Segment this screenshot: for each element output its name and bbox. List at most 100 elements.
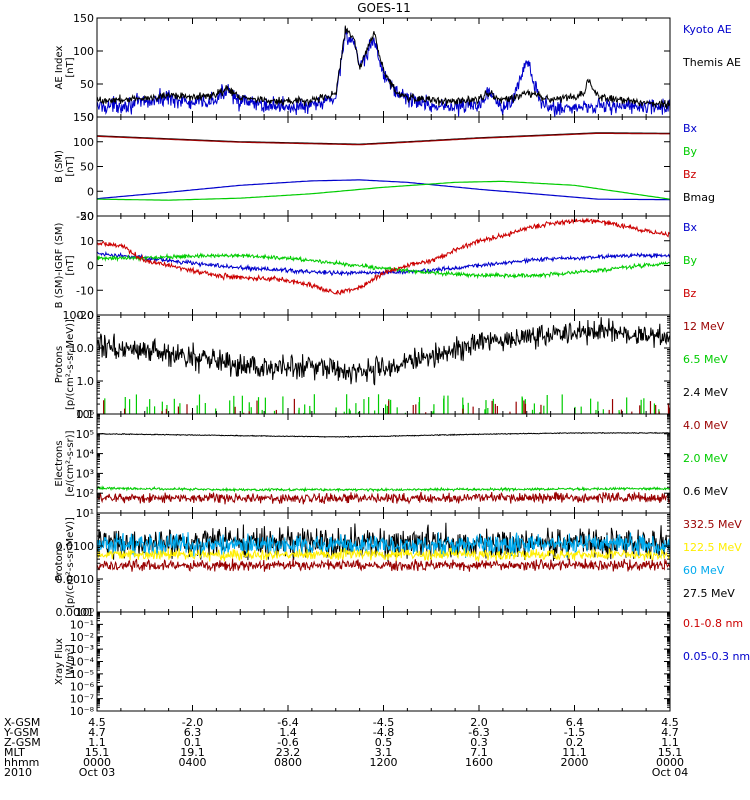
ephemeris-value: Oct 04 — [652, 766, 689, 779]
y-axis-label: [p/(cm²-s-sr-MeV)] — [65, 319, 76, 410]
series-bdiff-by — [97, 252, 670, 280]
y-tick-label: 1.0 — [77, 375, 95, 388]
legend-label: Bz — [683, 287, 697, 300]
panel-protons_low: 0.1 1.0 10.0 100.0 Protons [p/(cm²-s-sr-MeV)]… — [54, 309, 728, 421]
legend-label: Bmag — [683, 191, 715, 204]
panel-bdiff: -20 -10 0 10 20 B (SM)-IGRF (SM) [nT] Bx By Bz — [54, 210, 698, 322]
ephemeris-value: 23.2 — [276, 746, 301, 759]
series-b-bz — [97, 132, 670, 146]
y-tick-label: 10² — [76, 487, 94, 500]
legend-label: 2.0 MeV — [683, 452, 728, 465]
ephemeris-row-label: Y-GSM — [3, 726, 39, 739]
y-tick-label: 10¹ — [76, 507, 94, 520]
legend-label: 122.5 MeV — [683, 541, 742, 554]
ephemeris-value: -4.5 — [373, 716, 394, 729]
ephemeris-value: -6.4 — [277, 716, 298, 729]
ephemeris-value: 4.7 — [661, 726, 679, 739]
y-tick-label: 10.0 — [70, 342, 95, 355]
y-tick-label: -10 — [76, 284, 94, 297]
legend-label: Bz — [683, 168, 697, 181]
ephemeris-value: 7.1 — [470, 746, 488, 759]
y-axis-label: [nT] — [65, 156, 76, 176]
ephemeris-row-label: X-GSM — [4, 716, 40, 729]
y-tick-label: 10⁵ — [76, 428, 94, 441]
series-bdiff-bx — [97, 250, 670, 277]
legend-label: 12 MeV — [683, 320, 725, 333]
ephemeris-value: 15.1 — [85, 746, 110, 759]
y-tick-label: 10⁻⁷ — [70, 693, 94, 706]
y-axis-label: [nT] — [65, 255, 76, 275]
y-tick-label: 10⁻⁶ — [70, 680, 95, 693]
y-tick-label: 10⁶ — [76, 408, 95, 421]
y-tick-label: -50 — [76, 210, 94, 223]
y-tick-label: 10⁴ — [76, 448, 95, 461]
y-tick-label: 50 — [80, 78, 94, 91]
y-tick-label: 20 — [80, 210, 94, 223]
y-axis-label: [W/m²] — [65, 644, 76, 679]
ephemeris-value: -2.0 — [182, 716, 203, 729]
y-tick-label: 10⁻⁸ — [70, 705, 95, 718]
y-axis-label: Protons — [54, 346, 65, 383]
ephemeris-value: 1.1 — [661, 736, 679, 749]
series-protons_high-332-5-mev — [97, 558, 670, 572]
ephemeris-value: -6.3 — [468, 726, 489, 739]
panel-b: -50 0 50 100 150 B (SM) [nT] Bx By Bz Bmag — [54, 111, 715, 223]
ephemeris-value: 1.4 — [279, 726, 297, 739]
ephemeris-value: 1200 — [370, 756, 398, 769]
ephemeris-value: 3.1 — [375, 746, 393, 759]
ephemeris-row-label: hhmm — [4, 756, 39, 769]
series-protons_low-12-mev — [103, 398, 670, 414]
y-tick-label: 0 — [87, 111, 94, 124]
ephemeris-value: 15.1 — [658, 746, 683, 759]
plot-area-b — [97, 132, 670, 201]
legend-label: Bx — [683, 221, 698, 234]
series-b-bmag — [97, 132, 670, 145]
ephemeris-value: 0.1 — [184, 736, 202, 749]
y-tick-label: -20 — [76, 309, 94, 322]
y-tick-label: 0 — [87, 260, 94, 273]
y-axis-label: Electrons — [54, 440, 65, 486]
y-tick-label: 0.0010 — [56, 573, 95, 586]
y-tick-label: 10⁰ — [76, 606, 95, 619]
legend-label: 60 MeV — [683, 564, 725, 577]
legend-label: 6.5 MeV — [683, 353, 728, 366]
ephemeris-value: 2.0 — [470, 716, 488, 729]
ephemeris-value: 0000 — [656, 756, 684, 769]
plot-area-ae — [97, 25, 670, 117]
legend-label: By — [683, 254, 698, 267]
panel-frame — [96, 611, 671, 712]
ephemeris-value: -4.8 — [373, 726, 394, 739]
ephemeris-value: 0.3 — [470, 736, 488, 749]
y-axis-label: B (SM) — [54, 150, 65, 183]
ephemeris-value: 6.3 — [184, 726, 202, 739]
legend-label: By — [683, 145, 698, 158]
series-electrons-4-0-mev — [97, 491, 670, 505]
legend-label: 2.4 MeV — [683, 386, 728, 399]
legend-label: 0.05-0.3 nm — [683, 650, 750, 663]
ephemeris-value: 19.1 — [180, 746, 205, 759]
ephemeris-value: 1.1 — [88, 736, 106, 749]
y-tick-label: 100.0 — [63, 309, 95, 322]
ephemeris-value: 4.5 — [88, 716, 106, 729]
series-electrons-2-0-mev — [97, 485, 670, 493]
legend-label: 27.5 MeV — [683, 587, 735, 600]
y-tick-label: 0 — [87, 185, 94, 198]
ephemeris-row-label: MLT — [4, 746, 25, 759]
y-tick-label: 0.1 — [77, 408, 95, 421]
legend-label: 4.0 MeV — [683, 419, 728, 432]
legend-label: 332.5 MeV — [683, 518, 742, 531]
y-tick-label: 0.0001 — [56, 606, 95, 619]
ephemeris-value: Oct 03 — [79, 766, 116, 779]
y-axis-label: Xray Flux — [54, 638, 65, 685]
ephemeris-value: 4.7 — [88, 726, 106, 739]
y-tick-label: 10⁻⁴ — [70, 656, 95, 669]
y-tick-label: 50 — [80, 161, 94, 174]
y-tick-label: 10⁻² — [70, 631, 94, 644]
ephemeris-row-label: Z-GSM — [4, 736, 41, 749]
ephemeris-value: 4.5 — [661, 716, 679, 729]
legend-label: 0.1-0.8 nm — [683, 617, 743, 630]
y-tick-label: 0.0100 — [56, 540, 95, 553]
y-tick-label: 10⁻⁵ — [70, 668, 94, 681]
